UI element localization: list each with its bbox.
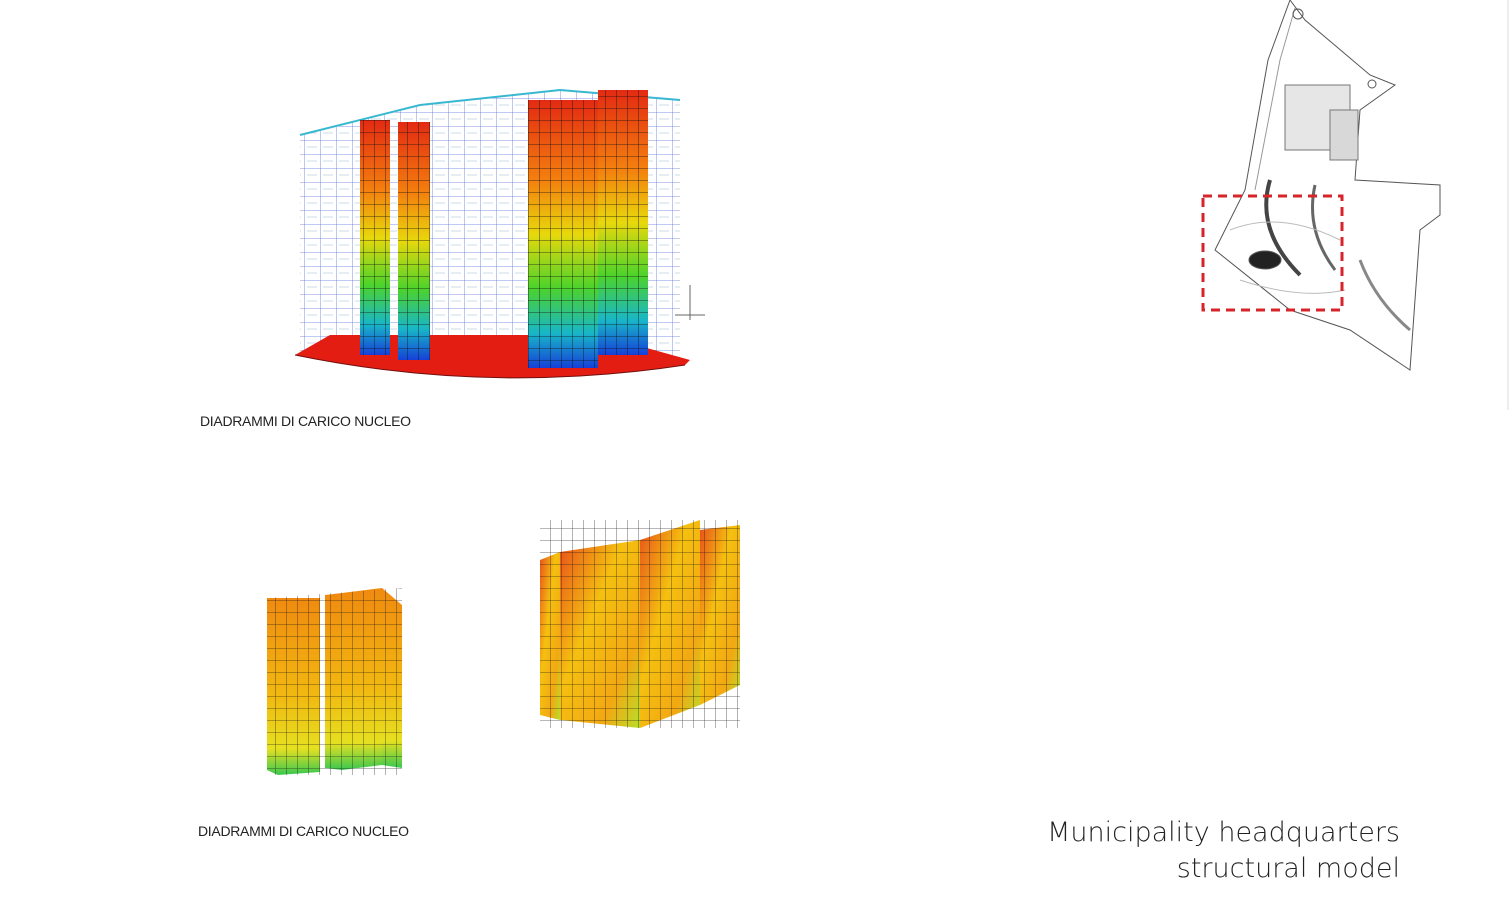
caption: DIADRAMMI DI CARICO NUCLEO xyxy=(200,413,411,429)
site-plan xyxy=(1201,0,1441,371)
core-walls-left xyxy=(267,588,402,775)
title-line: structural model xyxy=(1177,853,1400,884)
core-model-top xyxy=(294,88,705,379)
core-walls-right xyxy=(540,520,740,728)
title-line: Municipality headquarters xyxy=(1047,817,1400,848)
caption: DIADRAMMI DI CARICO NUCLEO xyxy=(198,823,409,839)
